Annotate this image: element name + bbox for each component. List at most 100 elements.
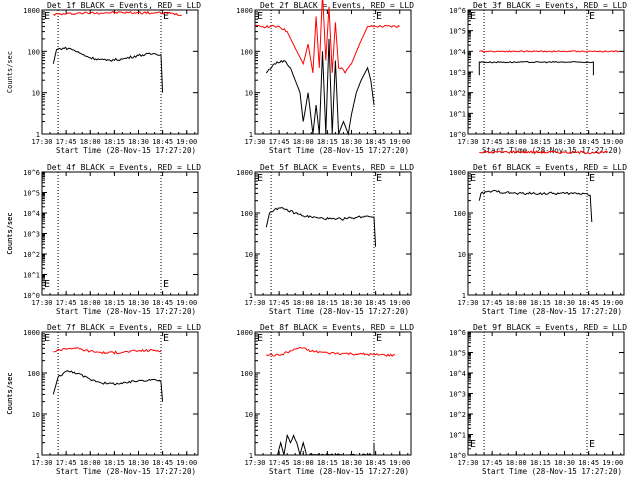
x-axis-label: Start Time (28-Nov-15 17:27:20) (269, 467, 409, 476)
y-tick-label: 10^4 (449, 48, 466, 56)
y-tick-label: 1 (249, 452, 253, 460)
y-tick-label: 10^1 (23, 272, 40, 280)
panel-det-5: Det 5f BLACK = Events, RED = LLD 17:30 17:… (236, 163, 414, 316)
x-tick-label: 17:45 (56, 299, 77, 307)
y-tick-label: 1 (249, 131, 253, 139)
x-tick-label: 18:45 (578, 138, 599, 146)
event-label-end: E (163, 333, 169, 344)
x-tick-label: 18:15 (104, 138, 125, 146)
x-tick-label: 17:30 (31, 299, 52, 307)
x-tick-label: 19:00 (389, 299, 410, 307)
y-tick-label: 100 (240, 370, 253, 378)
plot-frame (41, 171, 199, 296)
y-tick-label: 100 (240, 210, 253, 218)
y-tick-label: 1 (36, 452, 40, 460)
x-tick-label: 18:00 (506, 299, 527, 307)
event-label-start: E (44, 279, 50, 290)
x-axis-label: Start Time (28-Nov-15 17:27:20) (269, 146, 409, 155)
event-label-end: E (589, 439, 595, 450)
y-tick-label: 100 (240, 48, 253, 56)
x-tick-label: 19:00 (602, 299, 623, 307)
series-events-black (52, 370, 164, 402)
panel-det-1: Det 1f BLACK = Events, RED = LLD 17:30 17:… (6, 1, 201, 155)
event-label-start: E (257, 333, 263, 344)
x-tick-label: 18:30 (554, 138, 575, 146)
x-tick-label: 18:30 (341, 299, 362, 307)
event-label-end: E (163, 11, 169, 22)
y-tick-label: 10^6 (23, 169, 40, 177)
event-label-start: E (470, 439, 476, 450)
plot-frame (41, 331, 199, 456)
y-tick-label: 10^5 (23, 190, 40, 198)
plot-frame (467, 171, 625, 296)
plot-frame (41, 9, 199, 135)
y-tick-label: 1000 (449, 169, 466, 177)
event-label-start: E (257, 173, 263, 184)
plot-frame (254, 331, 412, 456)
x-tick-label: 17:30 (31, 459, 52, 467)
event-label-start: E (257, 11, 263, 22)
x-tick-label: 19:00 (389, 138, 410, 146)
series-lld-red (254, 0, 400, 74)
panel-title: Det 5f BLACK = Events, RED = LLD (260, 163, 414, 172)
plot-frame (254, 171, 412, 296)
x-tick-label: 18:15 (104, 459, 125, 467)
x-axis-label: Start Time (28-Nov-15 17:27:20) (56, 146, 196, 155)
series-events-black (478, 190, 593, 223)
panel-det-8: Det 8f BLACK = Events, RED = LLD 17:30 17:… (236, 323, 414, 476)
x-tick-label: 18:15 (317, 459, 338, 467)
series-lld-red (53, 347, 162, 355)
series-events-black (265, 38, 375, 136)
y-tick-label: 10 (245, 90, 253, 98)
x-tick-label: 18:30 (554, 299, 575, 307)
x-tick-label: 17:45 (482, 299, 503, 307)
panel-title: Det 3f BLACK = Events, RED = LLD (473, 1, 627, 10)
x-tick-label: 18:45 (152, 299, 173, 307)
x-tick-label: 18:30 (128, 138, 149, 146)
x-tick-label: 18:15 (104, 299, 125, 307)
event-label-start: E (470, 173, 476, 184)
x-tick-label: 18:45 (152, 138, 173, 146)
y-tick-label: 10^4 (23, 210, 40, 218)
y-axis-label: Counts/sec (6, 51, 14, 93)
x-tick-label: 17:45 (56, 459, 77, 467)
x-tick-label: 19:00 (602, 138, 623, 146)
x-tick-label: 18:45 (152, 459, 173, 467)
series-lld-red (266, 346, 396, 358)
event-label-end: E (589, 11, 595, 22)
y-tick-label: 10^5 (449, 28, 466, 36)
x-tick-label: 19:00 (176, 459, 197, 467)
x-tick-label: 18:15 (530, 299, 551, 307)
x-tick-label: 18:00 (506, 459, 527, 467)
x-tick-label: 17:45 (482, 459, 503, 467)
y-tick-label: 10^5 (449, 350, 466, 358)
x-tick-label: 18:30 (341, 459, 362, 467)
y-tick-label: 10^3 (23, 231, 40, 239)
plot-frame (467, 331, 625, 456)
y-tick-label: 10^2 (449, 90, 466, 98)
y-tick-label: 10^2 (449, 411, 466, 419)
y-tick-label: 1000 (23, 329, 40, 337)
x-tick-label: 18:30 (128, 299, 149, 307)
x-axis-label: Start Time (28-Nov-15 17:27:20) (482, 307, 622, 316)
y-tick-label: 10^6 (449, 7, 466, 15)
event-label-start: E (44, 333, 50, 344)
x-tick-label: 18:30 (554, 459, 575, 467)
series-events-black (277, 433, 375, 456)
series-events-black (478, 60, 594, 76)
y-axis-label: Counts/sec (6, 372, 14, 414)
panel-det-4: Det 4f BLACK = Events, RED = LLD 17:30 17:… (6, 163, 201, 316)
y-tick-label: 100 (453, 210, 466, 218)
y-tick-label: 100 (27, 370, 40, 378)
x-tick-label: 17:45 (482, 138, 503, 146)
y-tick-label: 10^0 (23, 292, 40, 300)
y-tick-label: 10^0 (449, 452, 466, 460)
panel-det-6: Det 6f BLACK = Events, RED = LLD 17:30 17:… (6, 150, 627, 316)
series-lld-red (52, 10, 183, 17)
x-tick-label: 17:45 (269, 138, 290, 146)
x-tick-label: 18:00 (80, 299, 101, 307)
y-tick-label: 10 (32, 90, 40, 98)
panel-title: Det 9f BLACK = Events, RED = LLD (473, 323, 627, 332)
event-label-start: E (44, 11, 50, 22)
event-label-end: E (589, 173, 595, 184)
